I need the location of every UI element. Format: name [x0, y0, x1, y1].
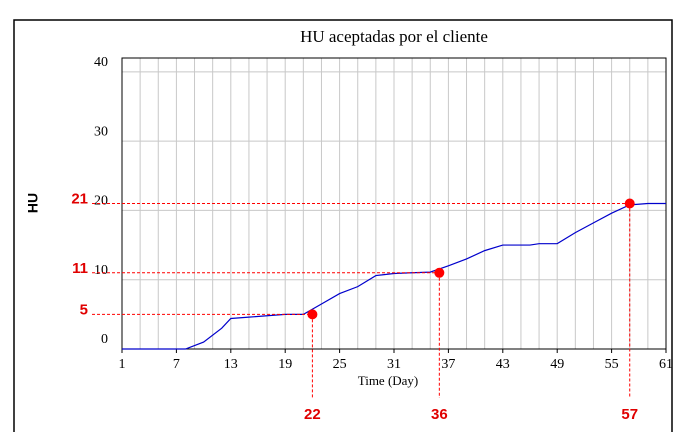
annotation-point	[307, 309, 318, 320]
annotation-point	[434, 267, 445, 278]
y-tick-label: 10	[94, 263, 108, 278]
x-tick-label: 37	[441, 357, 455, 372]
x-tick-label: 25	[333, 357, 347, 372]
annotation-x-label: 22	[304, 406, 321, 423]
x-tick-label: 55	[605, 357, 619, 372]
x-tick-label: 19	[278, 357, 292, 372]
annotation-y-label: 11	[72, 260, 88, 277]
annotation-x-label: 36	[431, 406, 448, 423]
y-tick-label: 40	[94, 55, 108, 70]
x-tick-label: 13	[224, 357, 238, 372]
x-tick-label: 1	[119, 357, 126, 372]
annotation-point	[624, 198, 635, 209]
x-tick-label: 43	[496, 357, 510, 372]
y-tick-label: 30	[94, 124, 108, 139]
x-tick-label: 31	[387, 357, 401, 372]
annotation-y-label: 21	[71, 190, 88, 207]
frame	[13, 19, 673, 432]
chart-title: HU aceptadas por el cliente	[300, 27, 488, 46]
x-tick-label: 7	[173, 357, 180, 372]
y-tick-label: 20	[94, 194, 108, 209]
x-tick-label: 49	[550, 357, 564, 372]
annotation-x-label: 57	[621, 406, 638, 423]
x-tick-label: 61	[659, 357, 673, 372]
x-axis-label: Time (Day)	[358, 373, 419, 388]
y-axis-label: HU	[25, 193, 41, 213]
y-tick-label: 0	[101, 332, 108, 347]
annotation-y-label: 5	[80, 301, 88, 318]
